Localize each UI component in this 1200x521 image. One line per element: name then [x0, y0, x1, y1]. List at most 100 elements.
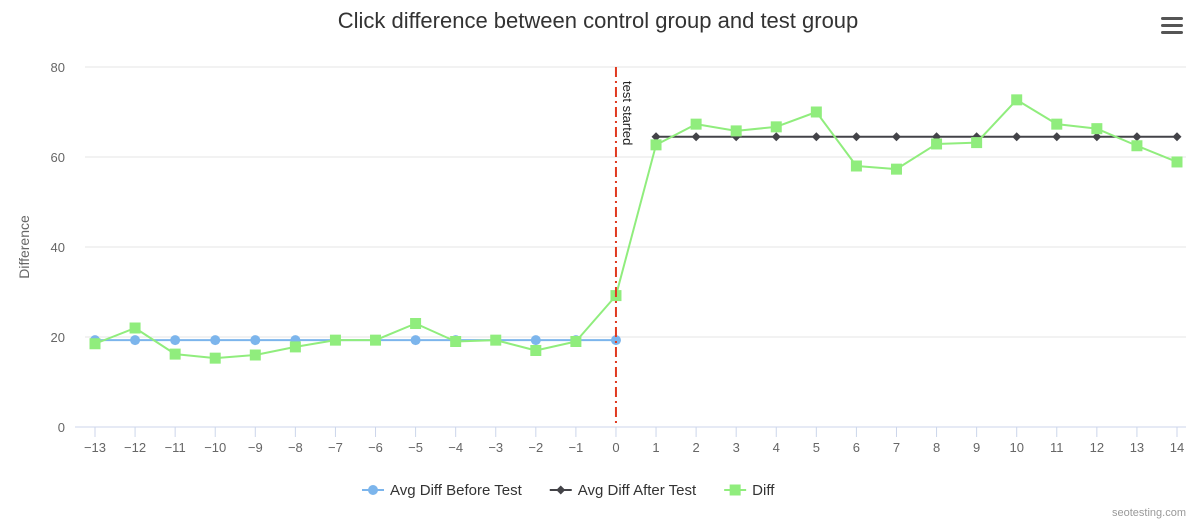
- hamburger-menu-icon[interactable]: [1158, 12, 1186, 38]
- data-point: [450, 336, 462, 347]
- x-tick-label: −9: [248, 440, 263, 455]
- x-tick-label: −4: [448, 440, 463, 455]
- data-point: [650, 139, 662, 151]
- test-started-label: test started: [620, 81, 635, 145]
- legend-label: Diff: [752, 482, 775, 499]
- data-point: [1172, 132, 1182, 142]
- data-point: [651, 132, 661, 142]
- data-point: [1091, 123, 1103, 135]
- data-point: [931, 138, 943, 150]
- data-point: [850, 160, 862, 172]
- data-point: [370, 334, 382, 346]
- y-tick-label: 20: [51, 330, 65, 345]
- legend-symbol: [556, 485, 566, 495]
- data-point: [1171, 156, 1183, 168]
- x-tick-label: 6: [853, 440, 860, 455]
- data-point: [971, 137, 983, 149]
- data-point: [851, 132, 861, 142]
- data-point: [1131, 140, 1143, 152]
- series-diff: [89, 94, 1183, 364]
- x-tick-label: 0: [612, 440, 619, 455]
- data-point: [1132, 132, 1142, 142]
- x-tick-label: −10: [204, 440, 226, 455]
- data-point: [250, 335, 261, 346]
- data-point: [1052, 132, 1062, 142]
- legend-symbol: [368, 485, 378, 495]
- x-tick-label: 10: [1009, 440, 1023, 455]
- x-tick-label: 14: [1170, 440, 1184, 455]
- legend-item-diff[interactable]: Diff: [724, 482, 775, 499]
- legend-label: Avg Diff Before Test: [390, 482, 523, 499]
- y-tick-label: 60: [51, 150, 65, 165]
- data-point: [130, 335, 141, 346]
- data-point: [811, 132, 821, 142]
- data-point: [1092, 132, 1102, 142]
- annotation-layer: test started: [614, 67, 635, 427]
- x-tick-label: 13: [1130, 440, 1144, 455]
- y-axis-ticks: 0 20 40 60 80: [51, 60, 65, 435]
- data-point: [610, 335, 621, 346]
- x-tick-label: −6: [368, 440, 383, 455]
- data-point: [530, 345, 542, 356]
- y-tick-label: 80: [51, 60, 65, 75]
- credit-link[interactable]: seotesting.com: [1112, 507, 1186, 519]
- x-tick-label: −5: [408, 440, 423, 455]
- data-point: [891, 132, 901, 142]
- data-point: [210, 335, 221, 346]
- x-tick-label: 9: [973, 440, 980, 455]
- x-tick-label: 4: [773, 440, 780, 455]
- x-axis: −13 −12 −11 −10 −9 −8 −7 −6 −5 −4 −3 −2 −1 0 1 2 3 4 5 6 7 8 9…: [75, 426, 1186, 455]
- legend-item-avg-diff-after-test[interactable]: Avg Diff After Test: [549, 482, 697, 499]
- x-tick-label: 2: [692, 440, 699, 455]
- data-point: [1011, 94, 1023, 106]
- x-tick-label: −8: [288, 440, 303, 455]
- x-tick-label: −7: [328, 440, 343, 455]
- x-tick-label: −2: [528, 440, 543, 455]
- data-point: [209, 352, 221, 364]
- data-point: [1012, 132, 1022, 142]
- legend-item-avg-diff-before-test[interactable]: Avg Diff Before Test: [362, 482, 523, 499]
- x-tick-label: −12: [124, 440, 146, 455]
- y-axis-label: Difference: [16, 215, 32, 279]
- data-point: [329, 334, 341, 346]
- data-point: [890, 163, 902, 175]
- data-point: [410, 335, 421, 346]
- x-tick-label: 12: [1090, 440, 1104, 455]
- data-point: [690, 118, 702, 130]
- y-tick-label: 0: [58, 420, 65, 435]
- x-tick-label: 7: [893, 440, 900, 455]
- x-tick-label: −1: [568, 440, 583, 455]
- data-point: [570, 336, 582, 347]
- data-point: [410, 318, 422, 329]
- data-point: [289, 341, 301, 353]
- data-point: [530, 335, 541, 346]
- data-point: [1051, 118, 1063, 130]
- data-point: [89, 338, 101, 350]
- x-tick-label: 1: [652, 440, 659, 455]
- grid-lines: [85, 66, 1186, 338]
- legend-symbol: [729, 484, 741, 496]
- chart-title: Click difference between control group a…: [338, 8, 859, 33]
- data-point: [129, 322, 141, 334]
- data-point: [249, 349, 261, 361]
- data-point: [490, 334, 502, 346]
- legend-label: Avg Diff After Test: [578, 482, 697, 499]
- x-tick-label: 11: [1050, 440, 1064, 455]
- legend: Avg Diff Before Test Avg Diff After Test D…: [362, 482, 775, 499]
- data-point: [770, 121, 782, 133]
- x-tick-label: 8: [933, 440, 940, 455]
- data-point: [169, 348, 181, 360]
- series-layer: [89, 94, 1183, 364]
- x-tick-label: 3: [733, 440, 740, 455]
- data-point: [170, 335, 181, 346]
- series-line: [94, 98, 1178, 360]
- x-tick-label: −11: [165, 440, 186, 455]
- data-point: [810, 106, 822, 118]
- data-point: [771, 132, 781, 142]
- data-point: [730, 125, 742, 137]
- x-tick-label: −13: [84, 440, 106, 455]
- x-tick-label: −3: [488, 440, 503, 455]
- x-tick-label: 5: [813, 440, 820, 455]
